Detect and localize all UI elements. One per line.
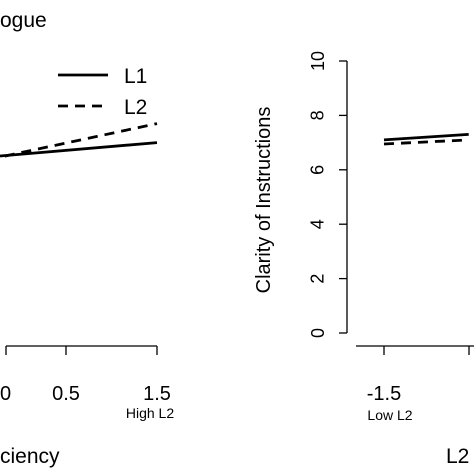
left-x-tick-label: 0.5: [52, 383, 80, 405]
left-x-tick-label: 1.5: [143, 383, 171, 405]
y-tick-label: 8: [308, 110, 328, 120]
left-plot-lines: [0, 122, 158, 159]
y-tick-label: 0: [308, 328, 328, 338]
series-line-l1: [383, 133, 469, 142]
legend-label-l2: L2: [124, 96, 147, 119]
y-tick-label: 4: [308, 219, 328, 229]
series-line-l1: [0, 141, 158, 158]
right-x-tick-label: -1.5: [367, 383, 401, 405]
left-x-axis-title: ciency: [0, 445, 60, 468]
right-y-ticks: 0 2 4 6 8 10: [308, 51, 347, 338]
left-x-tick-label: 0: [0, 383, 11, 405]
series-line-l2: [0, 122, 158, 159]
y-tick-label: 10: [308, 51, 328, 71]
legend: L1 L2: [58, 65, 147, 119]
y-tick-label: 6: [308, 165, 328, 175]
right-plot-lines: [383, 133, 469, 146]
left-panel-title: ogue: [0, 9, 47, 32]
legend-label-l1: L1: [124, 65, 147, 88]
left-x-tick-sublabel: High L2: [126, 405, 174, 421]
y-tick-label: 2: [308, 274, 328, 284]
right-x-tick-sublabel: Low L2: [367, 407, 412, 423]
series-line-l2: [383, 138, 469, 146]
right-y-axis-title: Clarity of Instructions: [253, 107, 275, 294]
left-panel: ogue 0 0.5 1.5 High L2 ciency L1 L2: [0, 9, 174, 468]
right-x-axis-title: L2: [446, 445, 469, 468]
right-panel: Clarity of Instructions 0 2 4 6 8 10 -1.5 Low…: [253, 51, 474, 468]
